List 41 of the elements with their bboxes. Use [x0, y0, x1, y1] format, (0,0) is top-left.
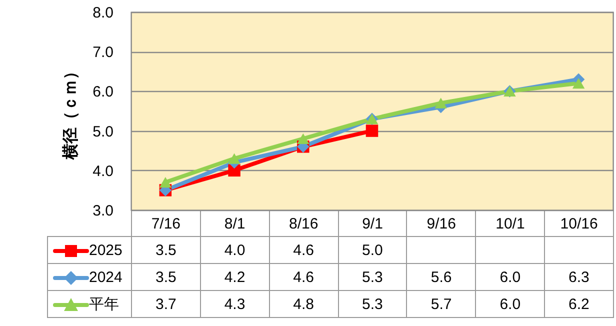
data-label: 5.3 — [338, 264, 407, 290]
x-tick-label: 9/16 — [426, 216, 456, 232]
data-label: 3.5 — [132, 236, 200, 264]
data-label: 4.2 — [200, 264, 270, 290]
y-axis-title: 横径（ｃｍ） — [60, 64, 80, 160]
y-tick-label: 7.0 — [92, 44, 114, 62]
x-tick-label: 8/1 — [224, 216, 246, 232]
y-tick-label: 8.0 — [92, 4, 114, 22]
data-label: 3.7 — [132, 290, 200, 318]
legend-label: 2025 — [89, 242, 122, 258]
y-tick-label: 4.0 — [92, 162, 114, 180]
data-label: 4.8 — [269, 290, 338, 318]
data-label: 6.2 — [544, 290, 614, 318]
x-tick-label: 7/16 — [151, 216, 181, 232]
data-label: 4.6 — [269, 264, 338, 290]
point — [434, 98, 447, 108]
y-tick-label: 3.0 — [92, 202, 114, 220]
point — [297, 133, 310, 144]
data-label: 6.0 — [476, 264, 545, 290]
x-tick-label: 10/16 — [560, 216, 598, 232]
point — [228, 153, 240, 164]
data-label: 4.3 — [200, 290, 270, 318]
data-label: 5.0 — [338, 236, 407, 264]
data-label: 5.7 — [406, 290, 476, 318]
y-tick-label: 6.0 — [92, 84, 114, 101]
legend-label: 2024 — [89, 268, 122, 286]
legend-label: 平年 — [89, 296, 119, 312]
data-label: 3.5 — [132, 264, 200, 290]
data-label: 4.0 — [200, 236, 270, 264]
point — [366, 124, 378, 137]
point — [572, 78, 585, 89]
x-tick-label: 8/16 — [289, 216, 318, 232]
y-tick-label: 5.0 — [92, 123, 114, 140]
point — [159, 176, 172, 188]
x-tick-label: 10/1 — [496, 216, 525, 232]
data-label: 4.6 — [269, 236, 338, 264]
x-tick-label: 9/1 — [362, 216, 383, 232]
data-label: 6.0 — [476, 290, 545, 318]
data-label: 5.6 — [406, 264, 476, 290]
data-label: 5.3 — [338, 290, 407, 318]
data-label: 6.3 — [544, 264, 614, 290]
